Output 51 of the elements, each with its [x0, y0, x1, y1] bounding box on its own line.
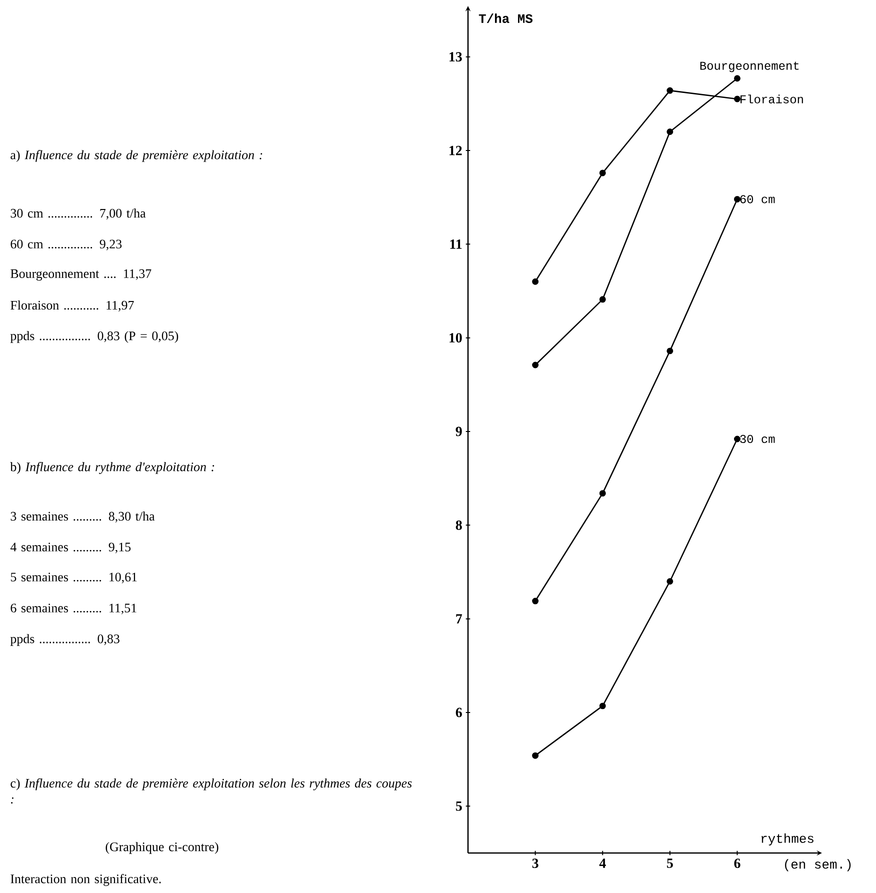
text: 30 cm .............. 7,00 t/ha	[10, 208, 146, 220]
text: Floraison ........... 11,97	[10, 300, 134, 312]
text: 6 semaines ......... 11,51	[10, 604, 136, 614]
y-axis-title: T/ha MS	[478, 14, 533, 24]
text: ppds ................ 0,83	[10, 634, 120, 646]
text: 4 semaines ......... 9,15	[10, 542, 131, 554]
point	[599, 702, 606, 710]
x-tick-label: 6	[734, 858, 740, 868]
text: b) Influence du rythme d'exploitation :	[10, 462, 214, 474]
series-label: Floraison	[740, 94, 803, 104]
y-tick-label: 11	[450, 240, 462, 249]
y-tick-label: 6	[456, 708, 462, 718]
x-tick-label: 5	[667, 858, 673, 868]
point	[599, 170, 606, 176]
y-tick-label: 8	[456, 520, 462, 530]
point	[599, 490, 606, 497]
point	[734, 96, 740, 102]
series-label: 30 cm	[740, 434, 775, 444]
y-tick-label: 5	[456, 802, 462, 811]
text: (en sem.)	[785, 859, 851, 872]
text: (Graphique ci-contre)	[106, 842, 218, 854]
y-tick-label: 9	[456, 426, 462, 436]
text: 5 semaines ......... 10,61	[10, 572, 137, 584]
point	[666, 128, 674, 135]
text: 60 cm .............. 9,23	[10, 240, 122, 250]
point	[532, 752, 539, 759]
text: a) Influence du stade de première exploitation :	[10, 150, 262, 162]
point	[599, 296, 606, 303]
point	[734, 75, 740, 82]
x-tick-label: 4	[599, 858, 606, 868]
point	[532, 598, 539, 604]
text: c) Influence du stade de première exploitation selon les rythmes des coupes :	[10, 778, 412, 804]
point	[666, 87, 674, 94]
series-label: 60 cm	[740, 195, 775, 204]
y-tick-label: 13	[450, 52, 462, 62]
point	[666, 578, 674, 585]
x-axis-title: rythmes	[762, 833, 814, 846]
text: Interaction non significative.	[10, 874, 161, 886]
text: 3 semaines ......... 8,30 t/ha	[10, 512, 155, 522]
point	[666, 348, 674, 354]
point	[734, 436, 740, 442]
y-tick-label: 10	[450, 333, 462, 343]
text: Bourgeonnement .... 11,37	[10, 269, 152, 281]
text: ppds ................ 0,83 (P = 0,05)	[10, 331, 178, 343]
point	[532, 278, 539, 285]
series-label: Bourgeonnement	[700, 62, 799, 72]
y-tick-label: 7	[456, 614, 462, 624]
point	[734, 196, 740, 202]
x-tick-label: 3	[532, 858, 538, 868]
y-tick-label: 12	[450, 146, 462, 156]
point	[532, 362, 539, 368]
